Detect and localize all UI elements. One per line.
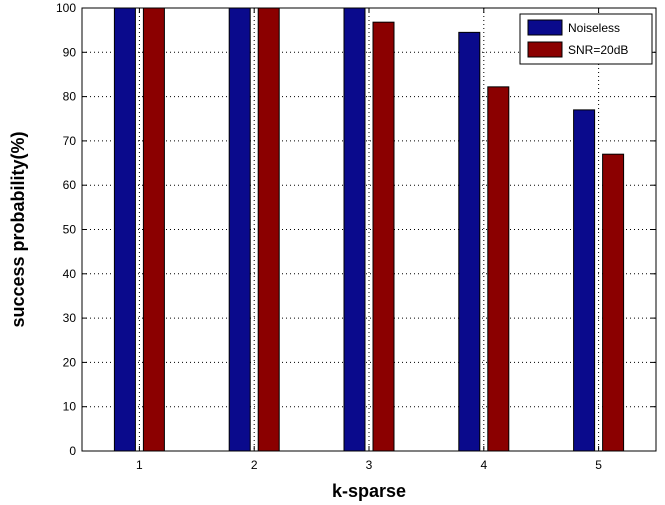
y-tick-label: 90: [63, 45, 77, 59]
grid-lines: [82, 8, 656, 451]
legend: Noiseless SNR=20dB: [519, 13, 653, 65]
x-tick-label: 2: [251, 458, 258, 472]
bar-noiseless-1: [113, 7, 136, 452]
bar-snr-1: [142, 7, 165, 452]
bar-snr-5: [602, 153, 625, 452]
bar-noiseless-5: [573, 109, 596, 452]
y-tick-label: 0: [69, 444, 76, 458]
y-tick-label: 100: [56, 1, 76, 15]
x-axis-label: k-sparse: [332, 481, 406, 501]
y-tick-label: 60: [63, 178, 77, 192]
bar-noiseless-3: [343, 7, 366, 452]
y-tick-label: 80: [63, 90, 77, 104]
bar-snr-2: [257, 7, 280, 452]
y-tick-label: 30: [63, 311, 77, 325]
legend-swatch-snr: [527, 41, 563, 58]
legend-swatch-noiseless: [527, 19, 563, 36]
y-tick-label: 10: [63, 400, 77, 414]
bar-snr-3: [372, 21, 395, 452]
bar-noiseless-4: [458, 31, 481, 452]
x-tick-label: 5: [595, 458, 602, 472]
y-tick-label: 40: [63, 267, 77, 281]
y-tick-label: 20: [63, 355, 77, 369]
legend-label-noiseless: Noiseless: [568, 21, 620, 35]
x-tick-label: 1: [136, 458, 143, 472]
bar-snr-4: [487, 86, 510, 452]
legend-label-snr: SNR=20dB: [568, 43, 628, 57]
ticks: 0 10 20 30 40 50 60 70 80 90 100 1 2 3 4 5: [56, 1, 656, 472]
bar-noiseless-2: [228, 7, 251, 452]
bars: [113, 7, 625, 452]
x-tick-label: 3: [366, 458, 373, 472]
y-tick-label: 70: [63, 134, 77, 148]
y-tick-label: 50: [63, 223, 77, 237]
x-tick-label: 4: [480, 458, 487, 472]
y-axis-label: success probability(%): [8, 131, 28, 327]
